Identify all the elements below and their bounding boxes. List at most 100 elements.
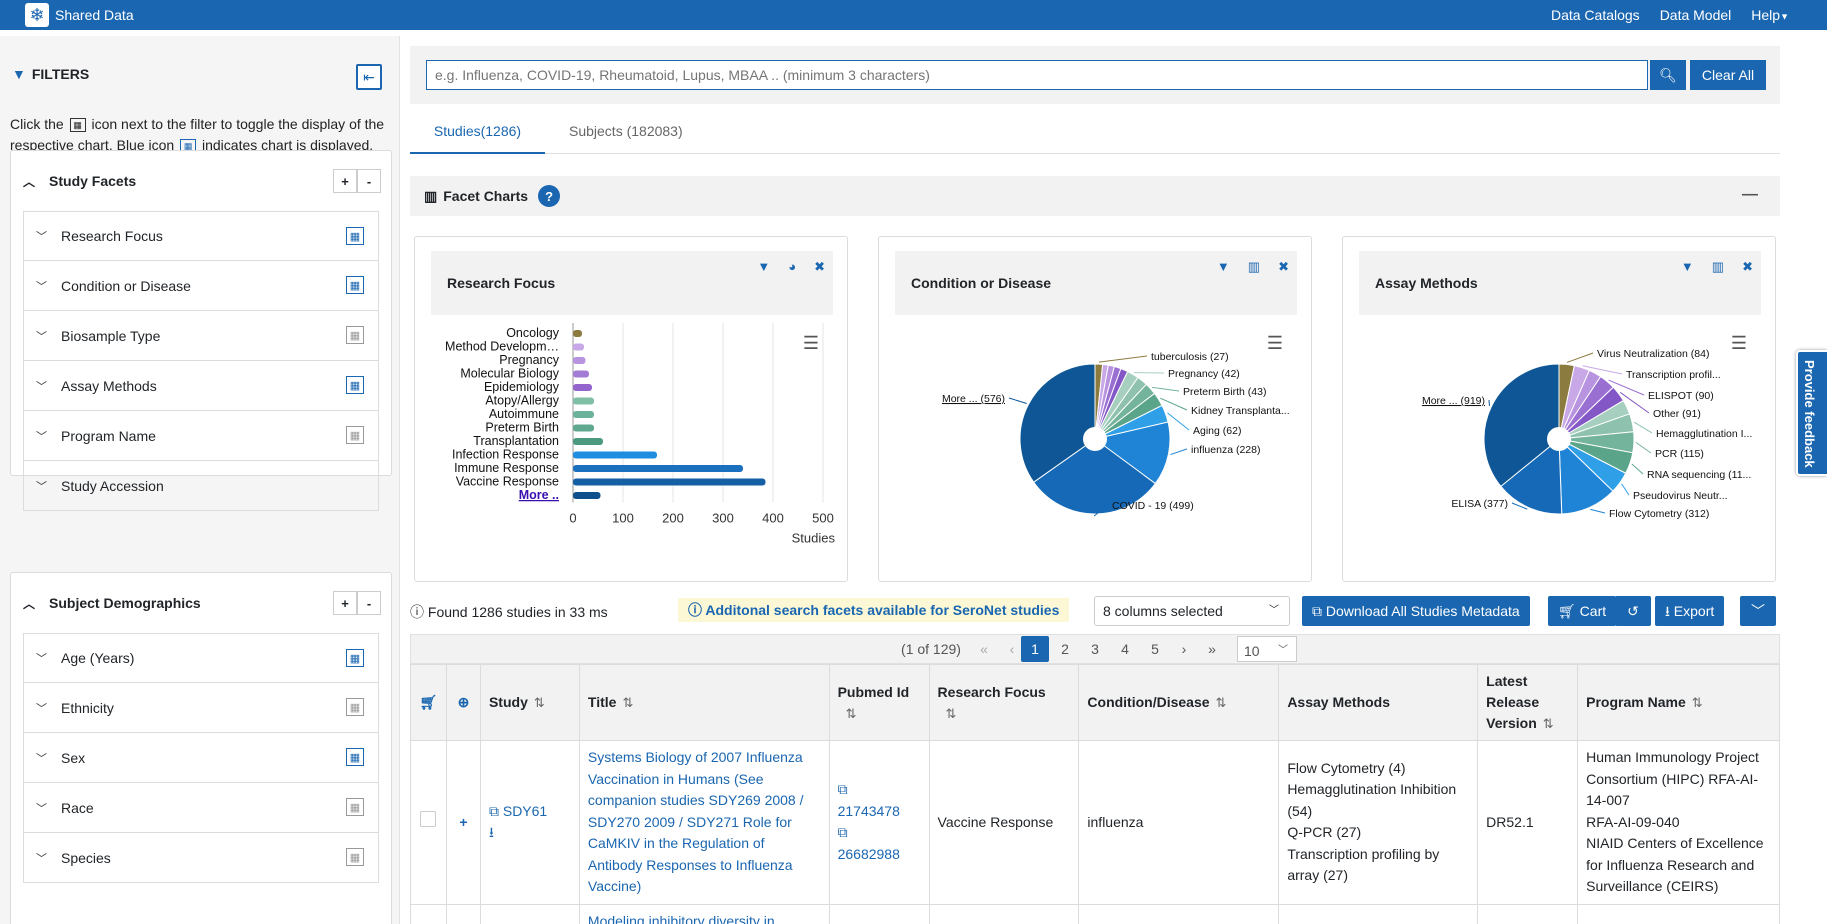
- last-page-icon[interactable]: »: [1208, 641, 1216, 657]
- pubmed-link-2[interactable]: 26682988: [837, 845, 900, 862]
- chart-toggle-icon[interactable]: ▦: [346, 798, 364, 816]
- chart-toggle-icon[interactable]: ▦: [346, 376, 364, 394]
- first-page-icon[interactable]: «: [980, 641, 988, 657]
- nav-help[interactable]: Help▼: [1751, 7, 1789, 23]
- expand-column-header[interactable]: ⊕: [445, 664, 481, 741]
- chart-toggle-icon[interactable]: ▦: [346, 649, 364, 667]
- facet-condition-or-disease[interactable]: ﹀ Condition or Disease ▦: [23, 261, 379, 311]
- study-facets-header[interactable]: ︿ Study Facets + -: [11, 151, 391, 211]
- reset-button[interactable]: ↺: [1615, 596, 1651, 626]
- filter-icon[interactable]: ▼: [1216, 259, 1230, 274]
- bar-chart-icon[interactable]: ▥: [1711, 259, 1725, 274]
- row-expand-button[interactable]: +: [445, 740, 481, 905]
- chart-menu-icon[interactable]: ☰: [1266, 333, 1283, 353]
- title-cell[interactable]: Modeling inhibitory diversity in: [578, 903, 830, 924]
- facet-study-accession[interactable]: ﹀ Study Accession: [23, 461, 379, 511]
- next-page-icon[interactable]: ›: [1181, 641, 1187, 657]
- slice-label: Flow Cytometry (312): [1609, 508, 1709, 520]
- subject-demographics-header[interactable]: ︿ Subject Demographics + -: [11, 573, 391, 633]
- sort-icon[interactable]: ⇅: [1542, 716, 1554, 731]
- facet-assay-methods[interactable]: ﹀ Assay Methods ▦: [23, 361, 379, 411]
- expand-all-button[interactable]: +: [333, 591, 357, 615]
- sort-icon[interactable]: ⇅: [945, 705, 957, 721]
- release-column-header[interactable]: Latest Release Version ⇅: [1477, 664, 1579, 741]
- help-icon[interactable]: ?: [538, 185, 561, 207]
- facet-biosample-type[interactable]: ﹀ Biosample Type ▦: [23, 311, 379, 361]
- title-column-header[interactable]: Title ⇅: [578, 664, 830, 741]
- chart-toggle-icon[interactable]: ▦: [346, 227, 364, 245]
- page-4[interactable]: 4: [1121, 641, 1129, 657]
- tab-subjects[interactable]: Subjects (182083): [569, 123, 683, 139]
- chart-toggle-icon[interactable]: ▦: [346, 848, 364, 866]
- header-label: Release: [1486, 694, 1540, 710]
- facet-ethnicity[interactable]: ﹀ Ethnicity ▦: [23, 683, 379, 733]
- chart-toggle-icon[interactable]: ▦: [346, 426, 364, 444]
- facet-research-focus[interactable]: ﹀ Research Focus ▦: [23, 211, 379, 261]
- collapse-all-button[interactable]: -: [357, 591, 381, 615]
- pubmed-link-1[interactable]: 21743478: [837, 802, 900, 819]
- filter-icon[interactable]: ▼: [757, 259, 771, 274]
- provide-feedback-tab[interactable]: Provide feedback: [1796, 350, 1827, 476]
- sort-icon[interactable]: ⇅: [1215, 695, 1227, 710]
- filter-icon[interactable]: ▼: [1680, 259, 1694, 274]
- close-icon[interactable]: ✖: [814, 259, 825, 274]
- chart-toggle-icon[interactable]: ▦: [346, 326, 364, 344]
- page-1[interactable]: 1: [1021, 636, 1049, 662]
- sort-icon[interactable]: ⇅: [845, 705, 857, 721]
- chart-menu-icon[interactable]: ☰: [802, 333, 819, 353]
- facet-age[interactable]: ﹀ Age (Years) ▦: [23, 633, 379, 683]
- study-column-header[interactable]: Study ⇅: [479, 664, 580, 741]
- sort-icon[interactable]: ⇅: [1691, 695, 1703, 710]
- collapse-charts-icon[interactable]: —: [1742, 186, 1758, 203]
- close-icon[interactable]: ✖: [1278, 259, 1289, 274]
- cart-button[interactable]: 🛒︎ Cart: [1548, 596, 1617, 626]
- chart-toggle-icon[interactable]: ▦: [346, 276, 364, 294]
- search-input[interactable]: [426, 60, 1648, 90]
- download-metadata-button[interactable]: ⧉ Download All Studies Metadata: [1302, 596, 1530, 626]
- condition-column-header[interactable]: Condition/Disease ⇅: [1078, 664, 1280, 741]
- pubmed-column-header[interactable]: Pubmed Id ⇅: [828, 664, 930, 741]
- facet-race[interactable]: ﹀ Race ▦: [23, 783, 379, 833]
- page-2[interactable]: 2: [1061, 641, 1069, 657]
- nav-data-catalogs[interactable]: Data Catalogs: [1550, 7, 1640, 23]
- program-column-header[interactable]: Program Name ⇅: [1577, 664, 1780, 741]
- facet-sex[interactable]: ﹀ Sex ▦: [23, 733, 379, 783]
- chart-toggle-icon[interactable]: ▦: [346, 748, 364, 766]
- page-3[interactable]: 3: [1091, 641, 1099, 657]
- chart-toggle-icon[interactable]: ▦: [346, 698, 364, 716]
- seronet-notice[interactable]: ⓘ Additonal search facets available for …: [678, 598, 1070, 622]
- cart-column-header[interactable]: 🛒︎: [410, 664, 447, 741]
- study-link[interactable]: ⧉ SDY61: [489, 803, 547, 819]
- tab-studies[interactable]: Studies(1286): [410, 112, 545, 154]
- collapse-all-button[interactable]: -: [357, 169, 381, 193]
- chart-title: Condition or Disease: [911, 275, 1052, 291]
- export-dropdown-button[interactable]: ﹀: [1740, 596, 1776, 626]
- close-icon[interactable]: ✖: [1742, 259, 1753, 274]
- search-button[interactable]: 🔍︎: [1650, 60, 1686, 90]
- columns-select[interactable]: 8 columns selected ﹀: [1094, 596, 1290, 626]
- facet-species[interactable]: ﹀ Species ▦: [23, 833, 379, 883]
- clear-all-button[interactable]: Clear All: [1690, 60, 1766, 90]
- export-button[interactable]: ⭳ Export: [1655, 596, 1725, 626]
- brand[interactable]: ❄ Shared Data: [25, 3, 134, 27]
- page-5[interactable]: 5: [1151, 641, 1159, 657]
- pie-chart-icon[interactable]: ◕: [788, 259, 797, 274]
- title-cell[interactable]: Systems Biology of 2007 Influenza Vaccin…: [578, 740, 830, 905]
- facet-charts-header[interactable]: ▥ Facet Charts ? —: [410, 176, 1780, 216]
- sort-icon[interactable]: ⇅: [622, 695, 634, 710]
- download-icon[interactable]: ⭳: [488, 824, 494, 841]
- collapse-sidebar-button[interactable]: ⇤: [356, 64, 382, 90]
- chart-menu-icon[interactable]: ☰: [1730, 333, 1747, 353]
- focus-column-header[interactable]: Research Focus ⇅: [928, 664, 1080, 741]
- assay-column-header[interactable]: Assay Methods: [1278, 664, 1479, 741]
- nav-data-model[interactable]: Data Model: [1659, 7, 1732, 23]
- facet-program-name[interactable]: ﹀ Program Name ▦: [23, 411, 379, 461]
- bar-chart-icon[interactable]: ▥: [1247, 259, 1261, 274]
- sort-icon[interactable]: ⇅: [533, 695, 545, 710]
- facet-label: Biosample Type: [61, 327, 161, 344]
- prev-page-icon[interactable]: ‹: [1009, 641, 1015, 657]
- header-label: Assay Methods: [1287, 694, 1391, 710]
- rows-per-page-select[interactable]: 10 ﹀: [1237, 636, 1297, 662]
- row-checkbox[interactable]: [420, 811, 437, 827]
- expand-all-button[interactable]: +: [333, 169, 357, 193]
